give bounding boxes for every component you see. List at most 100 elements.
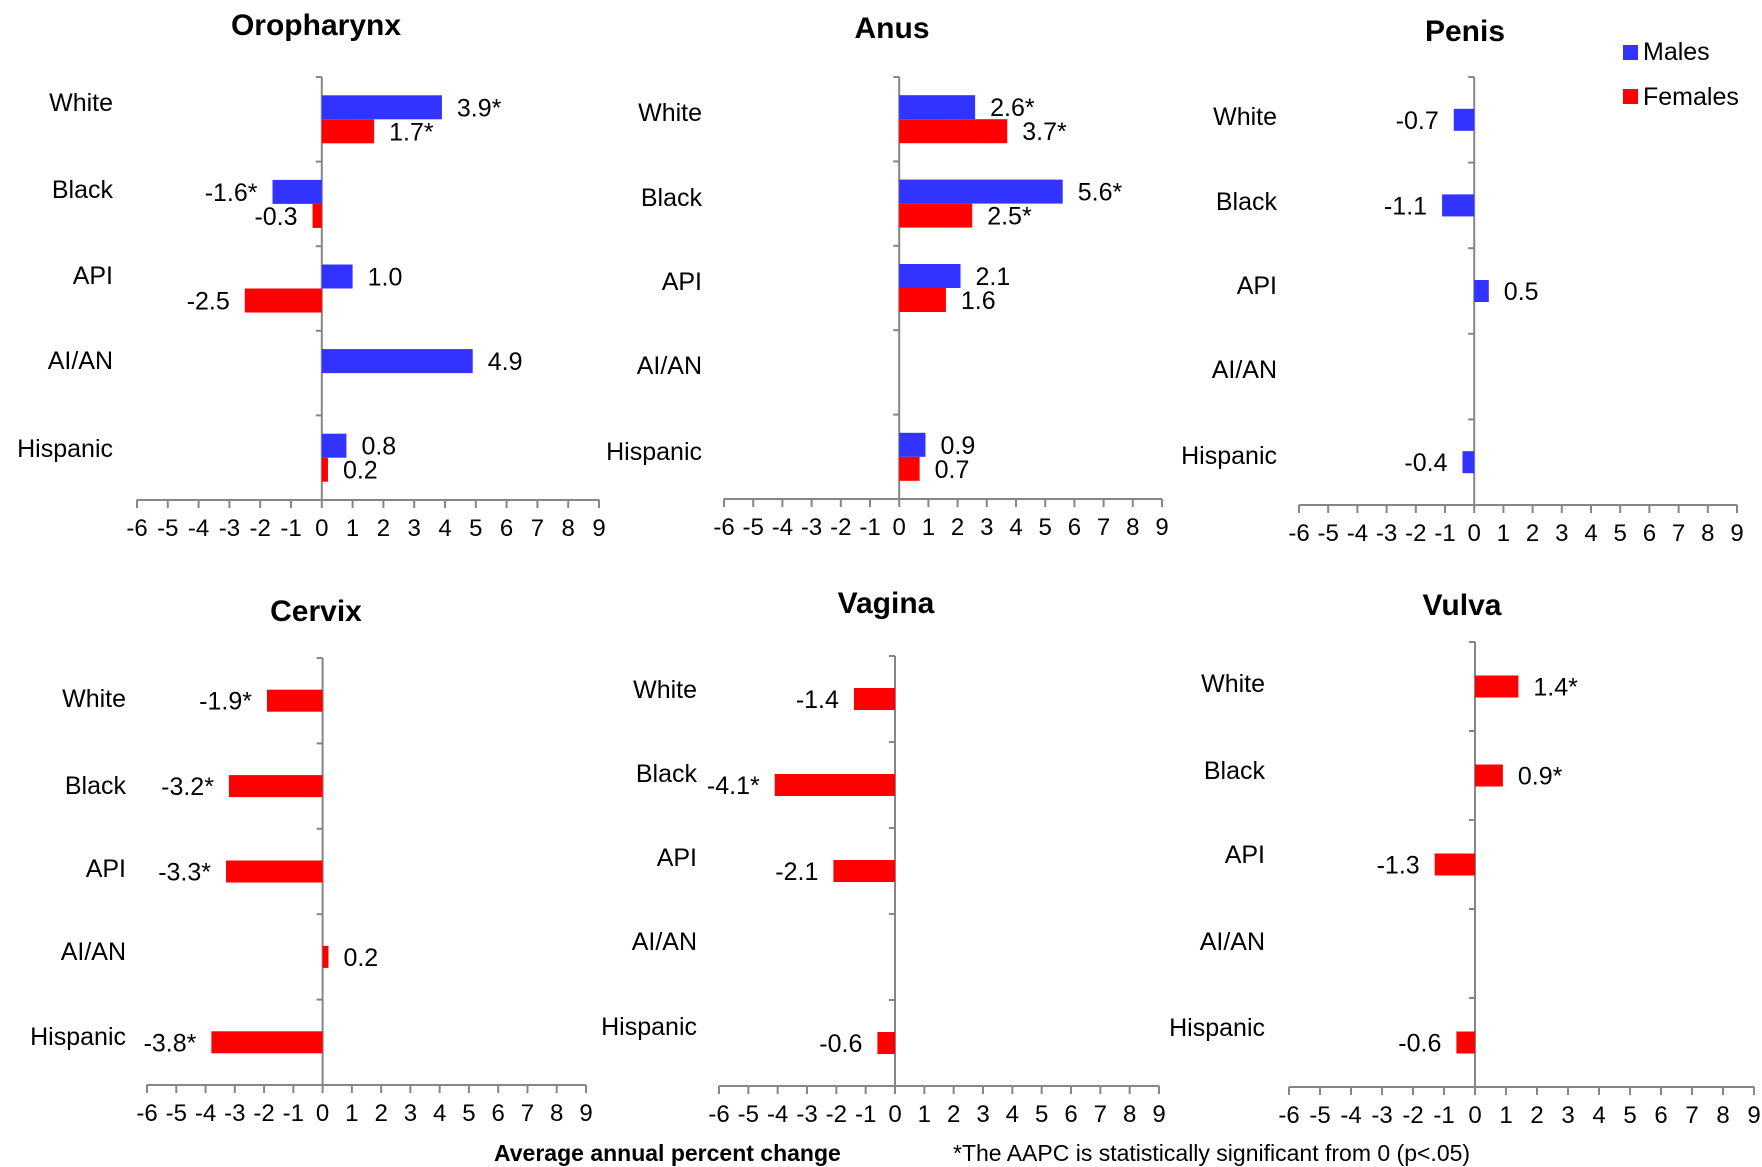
cervix-tick-label: 3 — [404, 1100, 417, 1127]
vulva-females-bar — [1434, 853, 1475, 876]
penis-tick-label: -2 — [1405, 520, 1426, 547]
oropharynx-title: Oropharynx — [231, 9, 401, 42]
vagina-tick-label: -6 — [708, 1101, 729, 1128]
vulva-tick-label: 0 — [1468, 1102, 1481, 1129]
vulva-tick-label: 9 — [1747, 1102, 1760, 1129]
vulva-females-data-label: 0.9* — [1518, 763, 1563, 791]
cervix-tick-label: 9 — [579, 1100, 592, 1127]
penis-tick-label: -6 — [1288, 520, 1309, 547]
anus-tick-label: -4 — [772, 514, 793, 541]
vulva-females-data-label: -0.6 — [1398, 1030, 1441, 1058]
vulva-tick-label: 7 — [1685, 1102, 1698, 1129]
cervix-tick-label: 6 — [492, 1100, 505, 1127]
vagina-tick-label: 2 — [947, 1101, 960, 1128]
vulva-tick-label: 1 — [1499, 1102, 1512, 1129]
anus-category-label: API — [662, 268, 702, 296]
anus-title: Anus — [855, 12, 930, 45]
oropharynx-females-data-label: 0.2 — [343, 457, 378, 485]
oropharynx-tick-label: 8 — [562, 515, 575, 542]
vagina-tick-label: 0 — [888, 1101, 901, 1128]
oropharynx-males-bar — [321, 433, 347, 458]
oropharynx-males-bar — [272, 179, 322, 204]
cervix-females-bar — [228, 775, 323, 798]
oropharynx-females-data-label: -0.3 — [254, 203, 297, 231]
anus-tick-label: -6 — [713, 514, 734, 541]
vulva-tick-label: 8 — [1716, 1102, 1729, 1129]
oropharynx-category-label: White — [49, 89, 113, 117]
vagina-females-data-label: -2.1 — [775, 858, 818, 886]
cervix-title: Cervix — [270, 595, 362, 628]
anus-males-bar — [899, 432, 926, 457]
oropharynx-females-data-label: -2.5 — [187, 288, 230, 316]
penis-tick-label: 8 — [1701, 520, 1714, 547]
oropharynx-females-bar — [321, 457, 328, 482]
oropharynx-males-data-label: -1.6* — [205, 179, 258, 207]
penis-category-label: AI/AN — [1212, 356, 1277, 384]
vagina-tick-label: 9 — [1152, 1101, 1165, 1128]
oropharynx-tick-label: -3 — [219, 515, 240, 542]
anus-tick-label: -3 — [801, 514, 822, 541]
vagina-title: Vagina — [838, 587, 935, 620]
vagina-females-data-label: -1.4 — [796, 686, 839, 714]
anus-tick-label: 5 — [1039, 514, 1052, 541]
penis-tick-label: 0 — [1468, 520, 1481, 547]
oropharynx-males-data-label: 0.8 — [361, 433, 396, 461]
anus-category-label: White — [638, 99, 702, 127]
anus-category-label: Black — [641, 184, 703, 212]
vulva-tick-label: 3 — [1561, 1102, 1574, 1129]
cervix-females-data-label: -3.8* — [144, 1029, 197, 1057]
oropharynx-tick-label: -1 — [280, 515, 301, 542]
anus-females-data-label: 0.7 — [935, 456, 970, 484]
penis-tick-label: 7 — [1672, 520, 1685, 547]
vagina-tick-label: -4 — [767, 1101, 788, 1128]
cervix-females-bar — [211, 1031, 323, 1054]
anus-tick-label: 1 — [922, 514, 935, 541]
legend-label-females: Females — [1643, 83, 1739, 111]
anus-tick-label: -5 — [743, 514, 764, 541]
cervix-females-bar — [226, 860, 323, 883]
anus-tick-label: 4 — [1009, 514, 1022, 541]
anus-females-bar — [899, 456, 920, 481]
penis-males-data-label: -0.7 — [1396, 107, 1439, 135]
oropharynx-tick-label: 5 — [469, 515, 482, 542]
vulva-females-data-label: 1.4* — [1533, 674, 1578, 702]
anus-females-bar — [899, 288, 946, 312]
vagina-females-data-label: -0.6 — [819, 1030, 862, 1058]
vagina-category-label: Black — [636, 760, 698, 788]
cervix-category-label: Black — [65, 772, 127, 800]
vulva-tick-label: -3 — [1371, 1102, 1392, 1129]
cervix-females-data-label: -3.3* — [158, 859, 211, 887]
anus-tick-label: 3 — [980, 514, 993, 541]
oropharynx-tick-label: 7 — [531, 515, 544, 542]
cervix-tick-label: 1 — [345, 1100, 358, 1127]
anus-males-bar — [899, 95, 976, 120]
vagina-tick-label: 6 — [1064, 1101, 1077, 1128]
vagina-tick-label: 8 — [1123, 1101, 1136, 1128]
oropharynx-females-bar — [321, 119, 375, 144]
penis-tick-label: -1 — [1434, 520, 1455, 547]
cervix-tick-label: 2 — [374, 1100, 387, 1127]
vagina-tick-label: 3 — [976, 1101, 989, 1128]
penis-males-bar — [1474, 280, 1489, 302]
oropharynx-tick-label: 2 — [377, 515, 390, 542]
vagina-category-label: White — [633, 676, 697, 704]
vulva-category-label: Black — [1204, 757, 1266, 785]
anus-tick-label: -2 — [830, 514, 851, 541]
penis-title: Penis — [1425, 15, 1505, 48]
penis-category-label: API — [1237, 272, 1277, 300]
penis-tick-label: 9 — [1730, 520, 1743, 547]
vagina-category-label: API — [657, 844, 697, 872]
vulva-females-data-label: -1.3 — [1377, 852, 1420, 880]
vulva-title: Vulva — [1423, 589, 1502, 622]
penis-category-label: Black — [1216, 188, 1278, 216]
oropharynx-males-bar — [321, 95, 442, 120]
cervix-females-bar — [322, 945, 329, 968]
cervix-tick-label: 5 — [462, 1100, 475, 1127]
oropharynx-tick-label: -6 — [126, 515, 147, 542]
vagina-category-label: AI/AN — [632, 928, 697, 956]
vulva-females-bar — [1475, 675, 1519, 698]
vagina-females-data-label: -4.1* — [707, 772, 760, 800]
anus-males-data-label: 5.6* — [1078, 179, 1123, 207]
oropharynx-males-bar — [321, 349, 473, 374]
